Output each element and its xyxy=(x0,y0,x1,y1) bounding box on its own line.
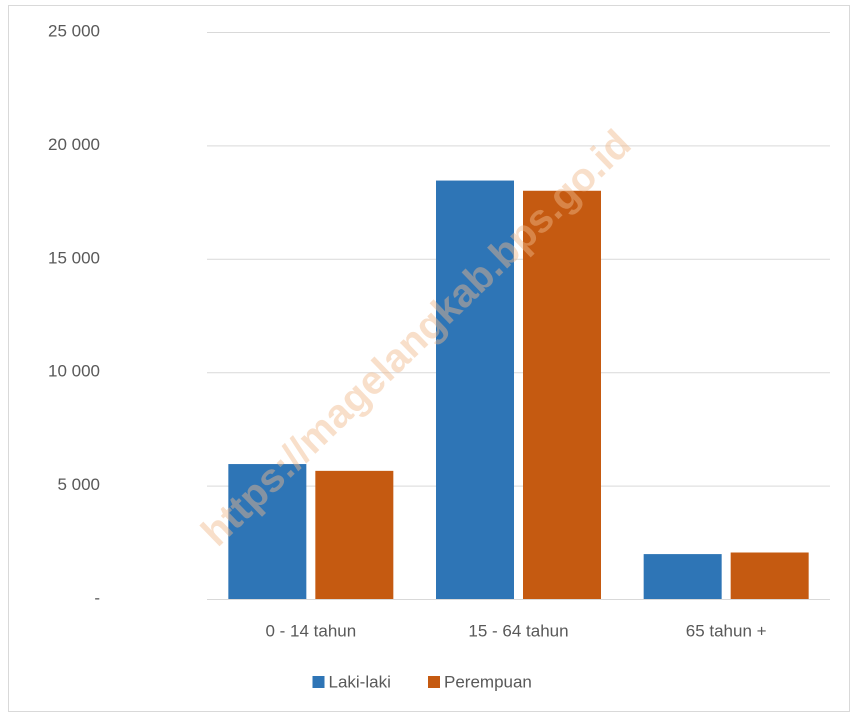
bar xyxy=(436,180,514,599)
bar xyxy=(315,470,394,599)
x-tick-label: 15 - 64 tahun xyxy=(468,621,568,640)
y-tick-label: 5 000 xyxy=(57,475,100,494)
bar xyxy=(643,554,722,599)
legend-swatch xyxy=(312,676,325,688)
y-tick-label: 25 000 xyxy=(48,21,100,40)
bar xyxy=(523,190,601,599)
legend-swatch xyxy=(428,676,440,688)
x-tick-label: 0 - 14 tahun xyxy=(265,621,356,640)
legend-label: Perempuan xyxy=(444,672,532,691)
y-tick-label: 20 000 xyxy=(48,135,100,154)
legend-label: Laki-laki xyxy=(329,672,391,691)
x-tick-label: 65 tahun + xyxy=(686,621,767,640)
bar xyxy=(730,552,809,599)
chart-frame xyxy=(8,5,850,712)
bar xyxy=(228,464,307,599)
y-tick-label: - xyxy=(94,588,100,607)
y-tick-label: 10 000 xyxy=(48,362,100,381)
y-tick-label: 15 000 xyxy=(48,248,100,267)
